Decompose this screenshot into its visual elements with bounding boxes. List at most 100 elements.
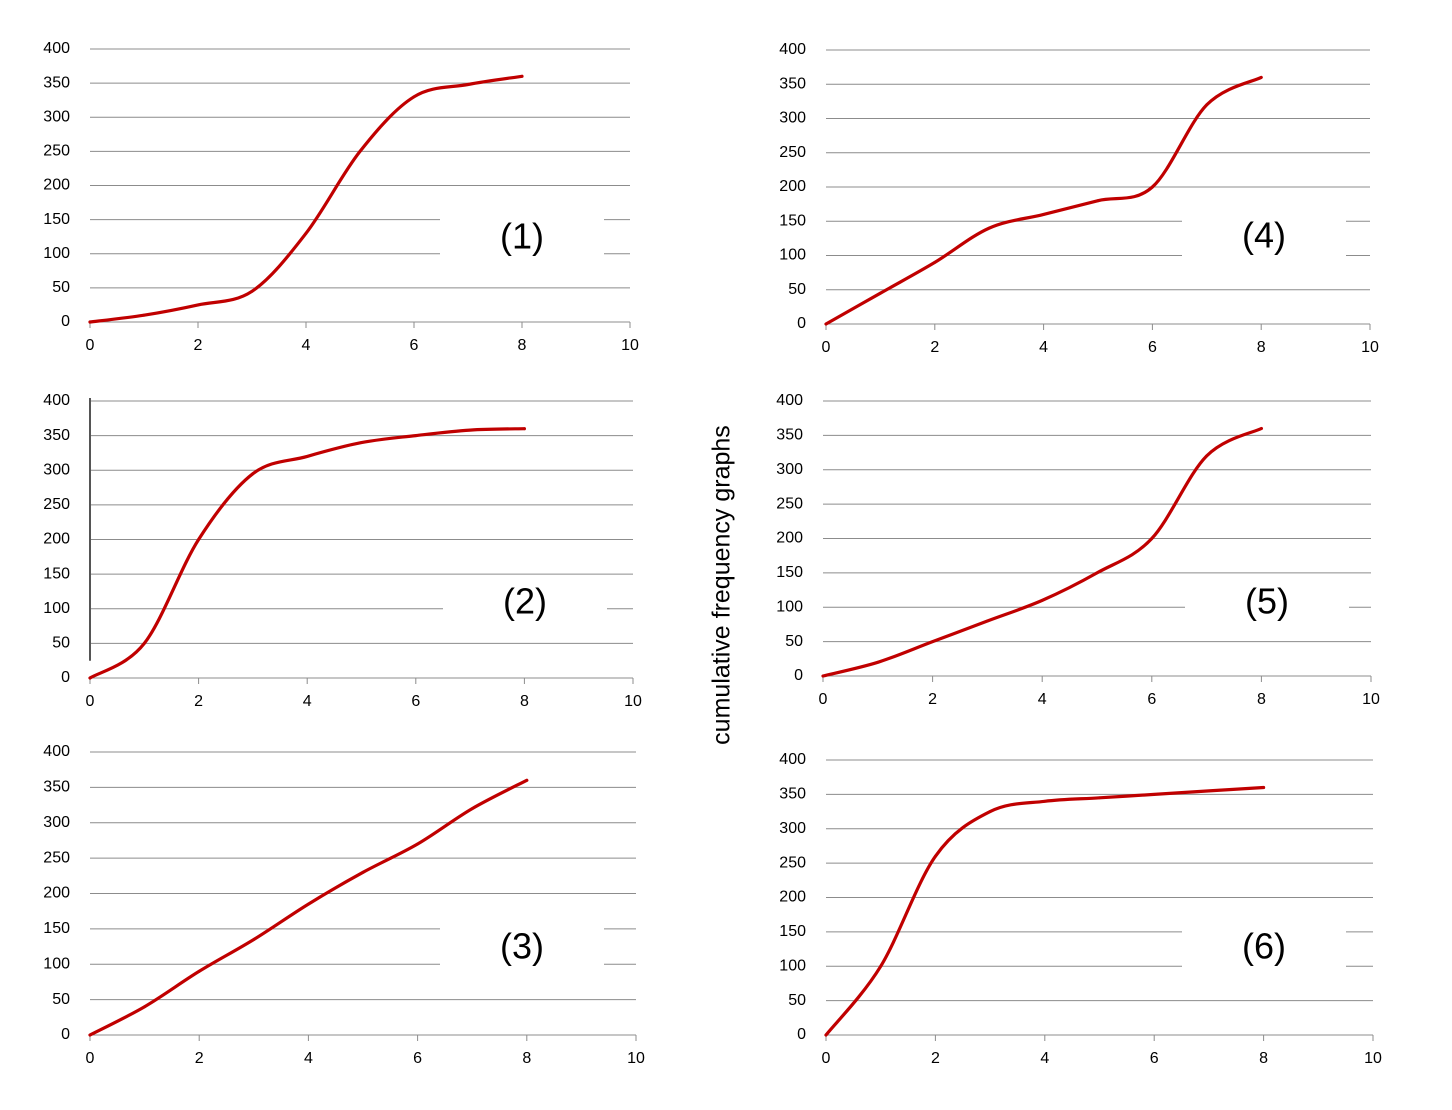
- data-point-4: [305, 455, 309, 458]
- data-point-2: [197, 538, 201, 541]
- data-point-6: [416, 842, 419, 846]
- x-tick-label-6: 6: [413, 1050, 422, 1067]
- panel-label-box: [440, 212, 604, 264]
- data-point-6: [1152, 792, 1156, 796]
- data-point-1: [142, 641, 146, 645]
- y-tick-label-250: 250: [43, 849, 70, 866]
- y-tick-label-100: 100: [43, 245, 70, 262]
- y-tick-label-200: 200: [776, 530, 803, 547]
- x-tick-label-8: 8: [518, 337, 527, 354]
- y-tick-label-50: 50: [52, 991, 70, 1008]
- y-tick-label-250: 250: [779, 854, 806, 871]
- data-point-4: [1040, 598, 1044, 602]
- y-tick-label-0: 0: [61, 313, 70, 330]
- data-point-8: [520, 74, 524, 78]
- x-tick-label-10: 10: [624, 693, 642, 710]
- y-tick-label-0: 0: [61, 1026, 70, 1043]
- y-tick-label-400: 400: [776, 392, 803, 409]
- data-point-8: [1260, 427, 1263, 430]
- x-tick-label-2: 2: [928, 691, 937, 708]
- y-tick-label-250: 250: [43, 143, 70, 160]
- data-point-3: [251, 472, 255, 476]
- data-point-3: [250, 289, 254, 293]
- data-point-2: [197, 969, 201, 973]
- panel-label-box: [1182, 211, 1346, 263]
- x-tick-label-4: 4: [302, 337, 311, 354]
- data-point-5: [358, 149, 362, 153]
- y-tick-label-0: 0: [797, 315, 806, 332]
- x-tick-label-8: 8: [1259, 1050, 1268, 1067]
- y-tick-label-150: 150: [43, 920, 70, 937]
- chart-panel-1: 0 50 100 150 200 250 300 350 400 0 2 4 6 8 10 (1): [43, 40, 639, 354]
- x-tick-label-10: 10: [1362, 691, 1380, 708]
- data-point-4: [1043, 799, 1047, 803]
- x-tick-label-4: 4: [1038, 691, 1047, 708]
- x-tick-label-6: 6: [1147, 691, 1156, 708]
- y-tick-label-300: 300: [779, 820, 806, 837]
- x-tick-label-10: 10: [627, 1050, 645, 1067]
- data-point-0: [821, 674, 825, 678]
- chart-panel-2: 0 50 100 150 200 250 300 350 400 0 2 4 6 8 10 (2): [43, 392, 642, 710]
- y-tick-label-200: 200: [43, 531, 70, 548]
- panel-label: (5): [1245, 581, 1289, 622]
- y-tick-label-400: 400: [779, 41, 806, 58]
- y-tick-label-350: 350: [43, 74, 70, 91]
- data-point-7: [1205, 454, 1208, 458]
- data-point-6: [1151, 185, 1154, 189]
- y-tick-label-150: 150: [779, 923, 806, 940]
- y-tick-label-300: 300: [43, 108, 70, 125]
- x-tick-label-6: 6: [411, 693, 420, 710]
- y-tick-label-50: 50: [52, 279, 70, 296]
- y-tick-label-400: 400: [779, 751, 806, 768]
- series-line-cumulative-5: [821, 426, 1263, 678]
- y-tick-label-300: 300: [776, 461, 803, 478]
- y-tick-label-350: 350: [779, 75, 806, 92]
- x-tick-label-0: 0: [86, 337, 95, 354]
- x-tick-label-2: 2: [195, 1050, 204, 1067]
- y-tick-label-50: 50: [788, 992, 806, 1009]
- data-point-4: [307, 902, 310, 906]
- data-point-8: [1259, 76, 1263, 79]
- data-point-0: [824, 1033, 828, 1037]
- y-tick-label-350: 350: [776, 427, 803, 444]
- side-title: cumulative frequency graphs: [708, 425, 736, 745]
- x-tick-label-4: 4: [303, 693, 312, 710]
- x-tick-label-6: 6: [1150, 1050, 1159, 1067]
- data-point-7: [1207, 789, 1211, 793]
- x-tick-label-0: 0: [86, 693, 95, 710]
- data-point-0: [88, 676, 92, 680]
- panel-label-box: [1185, 577, 1349, 629]
- y-tick-label-100: 100: [779, 247, 806, 264]
- chart-panel-5: 0 50 100 150 200 250 300 350 400 0 2 4 6 8 10 (5): [776, 392, 1380, 708]
- y-tick-label-250: 250: [776, 495, 803, 512]
- series-line-cumulative-4: [824, 75, 1263, 326]
- x-tick-label-4: 4: [304, 1050, 313, 1067]
- x-tick-label-2: 2: [194, 693, 203, 710]
- y-tick-label-350: 350: [43, 779, 70, 796]
- y-tick-label-250: 250: [779, 144, 806, 161]
- data-point-1: [879, 291, 882, 295]
- y-tick-label-400: 400: [43, 743, 70, 760]
- data-point-1: [143, 1005, 147, 1009]
- data-point-5: [361, 870, 365, 874]
- x-tick-label-0: 0: [86, 1050, 95, 1067]
- chart-panel-4: 0 50 100 150 200 250 300 350 400 0 2 4 6 8 10 (4): [779, 41, 1379, 356]
- data-point-2: [931, 640, 934, 644]
- y-tick-label-100: 100: [776, 598, 803, 615]
- y-tick-label-0: 0: [61, 669, 70, 686]
- x-tick-label-8: 8: [1257, 339, 1266, 356]
- series-line-cumulative-3: [88, 778, 529, 1037]
- data-point-2: [933, 260, 937, 264]
- panel-label-box: [440, 922, 604, 974]
- data-point-0: [88, 1033, 92, 1037]
- data-point-5: [360, 441, 363, 444]
- data-point-0: [824, 322, 828, 326]
- y-tick-label-100: 100: [43, 600, 70, 617]
- y-tick-label-150: 150: [779, 212, 806, 229]
- y-tick-label-100: 100: [43, 955, 70, 972]
- data-point-1: [876, 660, 880, 664]
- data-point-1: [879, 964, 883, 968]
- y-tick-label-100: 100: [779, 957, 806, 974]
- data-point-2: [934, 854, 937, 858]
- x-tick-label-2: 2: [194, 337, 203, 354]
